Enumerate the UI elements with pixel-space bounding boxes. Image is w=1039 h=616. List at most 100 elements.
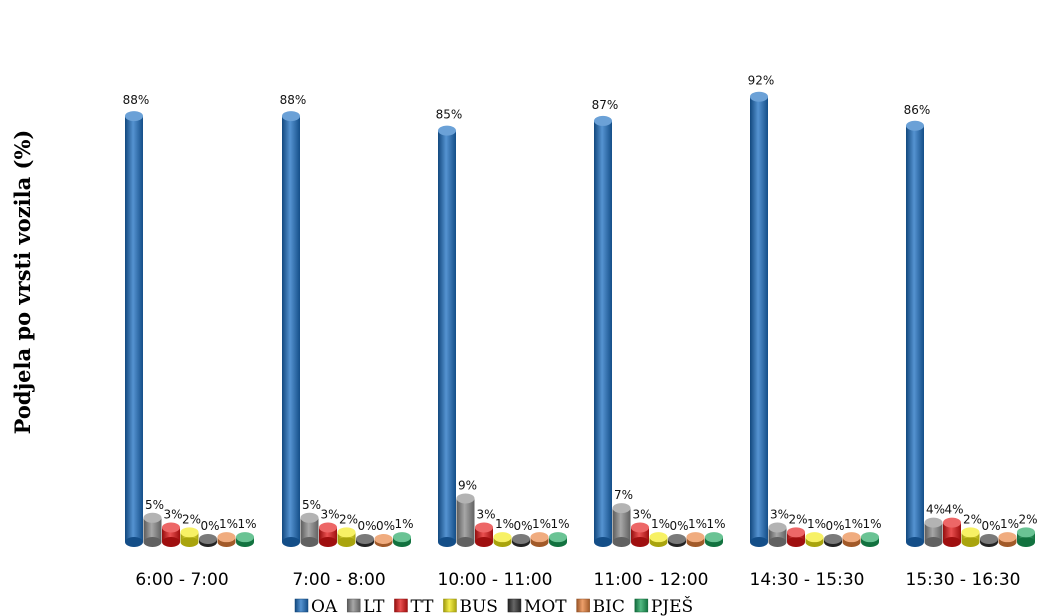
- legend-label-bus: BUS: [459, 597, 497, 616]
- bar-oa-2: [438, 125, 456, 547]
- legend-item-mot: MOT: [507, 597, 567, 616]
- bar-bus-4: [805, 532, 824, 547]
- value-label-oa-4: 92%: [748, 74, 775, 88]
- bar-lt-0: [143, 512, 162, 547]
- legend-label-lt: LT: [363, 597, 385, 616]
- value-label-oa-0: 88%: [123, 93, 150, 107]
- bar-pješ-4: [861, 532, 879, 547]
- value-label-bus-1: 2%: [339, 512, 358, 526]
- value-label-oa-1: 88%: [280, 93, 307, 107]
- value-label-tt-0: 3%: [163, 507, 182, 521]
- bar-oa-5: [906, 120, 924, 547]
- value-label-bic-2: 1%: [532, 517, 551, 531]
- value-label-oa-3: 87%: [592, 98, 619, 112]
- bar-lt-2: [456, 493, 475, 547]
- bar-tt-2: [475, 522, 493, 547]
- value-label-bus-5: 2%: [963, 512, 982, 526]
- value-label-bic-4: 1%: [844, 517, 863, 531]
- y-axis-label: Podjela po vrsti vozila (%): [10, 130, 35, 435]
- value-label-lt-0: 5%: [145, 498, 164, 512]
- bar-pješ-5: [1017, 527, 1035, 547]
- value-label-mot-5: 0%: [981, 519, 1000, 533]
- bar-bic-5: [998, 532, 1017, 547]
- bar-pješ-1: [393, 532, 411, 547]
- bar-bus-3: [649, 532, 668, 547]
- bar-oa-0: [125, 111, 143, 547]
- bar-bic-2: [530, 532, 549, 547]
- value-label-bus-0: 2%: [182, 512, 201, 526]
- value-label-lt-4: 3%: [770, 507, 789, 521]
- value-label-bus-2: 1%: [495, 517, 514, 531]
- value-label-tt-1: 3%: [320, 507, 339, 521]
- bar-bus-2: [493, 532, 512, 547]
- bar-bus-1: [337, 527, 356, 547]
- bar-mot-1: [356, 534, 374, 547]
- bar-oa-1: [282, 111, 300, 547]
- category-label-4: 14:30 - 15:30: [750, 570, 865, 590]
- value-label-pješ-5: 2%: [1018, 512, 1037, 526]
- legend-label-oa: OA: [311, 597, 338, 616]
- bar-lt-5: [924, 517, 943, 547]
- bar-tt-1: [319, 522, 337, 547]
- legend-item-lt: LT: [346, 597, 385, 616]
- bar-tt-5: [943, 517, 961, 547]
- value-label-mot-1: 0%: [357, 519, 376, 533]
- value-label-mot-3: 0%: [669, 519, 688, 533]
- value-label-oa-5: 86%: [904, 103, 931, 117]
- value-label-mot-0: 0%: [200, 519, 219, 533]
- value-label-bic-3: 1%: [688, 517, 707, 531]
- value-label-lt-1: 5%: [302, 498, 321, 512]
- value-label-oa-2: 85%: [436, 108, 463, 122]
- value-label-pješ-0: 1%: [237, 517, 256, 531]
- bar-lt-1: [300, 512, 319, 547]
- legend-label-bic: BIC: [593, 597, 625, 616]
- bar-mot-3: [668, 534, 686, 547]
- value-label-tt-4: 2%: [788, 512, 807, 526]
- value-labels-layer: 88%5%3% 2% 0% 1% 1%88%5%3% 2% 0% 0% 1%85%9%3%1% 0…: [123, 74, 1038, 533]
- value-label-bus-4: 1%: [807, 517, 826, 531]
- value-label-lt-2: 9%: [458, 478, 477, 492]
- value-label-pješ-2: 1%: [550, 517, 569, 531]
- bar-bic-0: [217, 532, 236, 547]
- bar-pješ-0: [236, 532, 254, 547]
- value-label-tt-3: 3%: [632, 507, 651, 521]
- category-labels-layer: 6:00 - 7:00 7:00 - 8:00 10:00 - 11:00 11:00…: [135, 570, 1020, 590]
- legend-item-oa: OA: [294, 597, 338, 616]
- value-label-pješ-4: 1%: [862, 517, 881, 531]
- category-label-2: 10:00 - 11:00: [438, 570, 553, 590]
- legend-label-pješ: PJEŠ: [651, 596, 693, 616]
- bar-tt-4: [787, 527, 805, 547]
- value-label-bic-1: 0%: [376, 519, 395, 533]
- bar-oa-3: [594, 115, 612, 547]
- value-label-mot-4: 0%: [825, 519, 844, 533]
- value-label-bic-5: 1%: [1000, 517, 1019, 531]
- bar-tt-3: [631, 522, 649, 547]
- legend-item-pješ: PJEŠ: [634, 596, 693, 616]
- bar-pješ-3: [705, 532, 723, 547]
- bar-bic-3: [686, 532, 705, 547]
- value-label-bic-0: 1%: [219, 517, 238, 531]
- legend-item-tt: TT: [394, 597, 434, 616]
- bar-bic-4: [842, 532, 861, 547]
- category-label-5: 15:30 - 16:30: [906, 570, 1021, 590]
- value-label-lt-5: 4%: [926, 503, 945, 517]
- bar-mot-2: [512, 534, 530, 547]
- bars-layer: [125, 91, 1035, 547]
- category-label-3: 11:00 - 12:00: [594, 570, 709, 590]
- bar-bus-0: [180, 527, 199, 547]
- bar-bic-1: [374, 534, 393, 547]
- value-label-mot-2: 0%: [513, 519, 532, 533]
- value-label-bus-3: 1%: [651, 517, 670, 531]
- bar-mot-4: [824, 534, 842, 547]
- value-label-lt-3: 7%: [614, 488, 633, 502]
- legend-item-bus: BUS: [443, 597, 498, 616]
- legend: OA LT TT BUS MOT BIC PJEŠ: [294, 596, 693, 616]
- category-label-1: 7:00 - 8:00: [292, 570, 385, 590]
- legend-item-bic: BIC: [576, 597, 625, 616]
- bar-lt-4: [768, 522, 787, 547]
- bar-oa-4: [750, 91, 768, 547]
- bar-tt-0: [162, 522, 180, 547]
- bar-mot-0: [199, 534, 217, 547]
- category-label-0: 6:00 - 7:00: [135, 570, 228, 590]
- value-label-pješ-1: 1%: [394, 517, 413, 531]
